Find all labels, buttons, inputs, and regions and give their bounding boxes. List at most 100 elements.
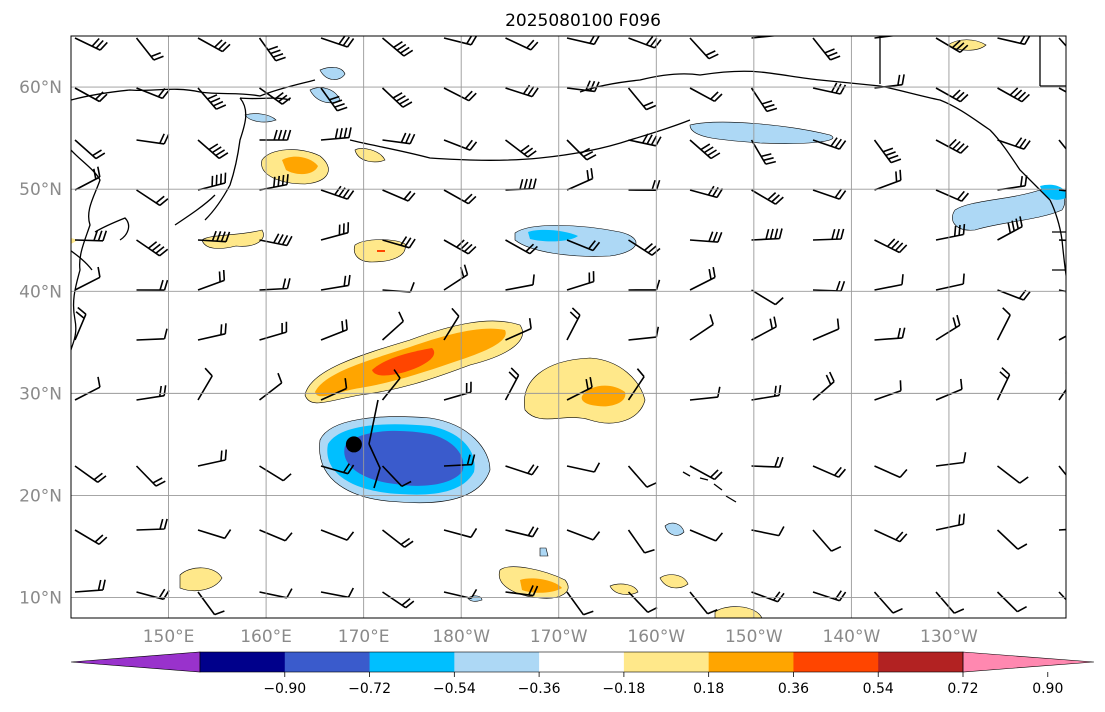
wind-barb xyxy=(197,269,226,291)
wind-barb xyxy=(751,36,780,39)
wind-barb xyxy=(812,228,845,241)
wind-barb xyxy=(997,216,1023,241)
wind-barb xyxy=(443,139,478,151)
wind-barb xyxy=(812,188,847,200)
wind-barb xyxy=(320,274,351,291)
colorbar-tick-label: 0.36 xyxy=(778,681,809,697)
wind-barb xyxy=(566,307,581,341)
latitude-tick-label: 60°N xyxy=(19,78,62,98)
colorbar-tick-label: 0.72 xyxy=(947,681,978,697)
longitude-labels: 150°E 160°E 170°E 180°W 170°W 160°W 150°W 140°W… xyxy=(143,627,978,647)
wind-barb xyxy=(443,189,477,205)
wind-barb xyxy=(812,37,841,61)
wind-barb xyxy=(874,169,902,191)
wind-barb xyxy=(812,590,847,602)
wind-barbs xyxy=(74,36,1066,616)
positive-blob-bering xyxy=(354,148,386,163)
wind-barb xyxy=(873,591,903,614)
colorbar-segment xyxy=(454,652,540,672)
wind-barb xyxy=(751,316,777,341)
wind-barb xyxy=(935,37,969,53)
wind-barb xyxy=(566,529,601,541)
wind-barb xyxy=(259,321,288,341)
wind-barb xyxy=(689,185,724,199)
colorbar-segment xyxy=(623,652,710,672)
wind-barb xyxy=(627,529,655,554)
wind-barb xyxy=(1058,87,1066,93)
positive-blob-45n-east-dot xyxy=(377,250,385,252)
wind-barb xyxy=(751,289,784,306)
wind-barb xyxy=(320,319,348,341)
wind-barb xyxy=(935,314,961,341)
wind-barb xyxy=(1058,189,1066,192)
wind-barb xyxy=(443,454,476,467)
wind-barb xyxy=(1058,465,1066,477)
wind-barb xyxy=(74,465,107,483)
wind-barb xyxy=(320,127,352,141)
wind-barb xyxy=(197,591,225,616)
wind-barb xyxy=(689,87,723,103)
colorbar-tick-label: 0.54 xyxy=(863,681,894,697)
wind-barb xyxy=(382,591,415,609)
wind-barb xyxy=(74,37,108,51)
wind-barb xyxy=(812,280,846,292)
colorbar-segment xyxy=(793,652,879,672)
colorbar-tick-label: 0.18 xyxy=(693,681,724,697)
wind-barb xyxy=(259,129,292,141)
positive-blob-south-5 xyxy=(714,606,763,618)
wind-barb xyxy=(320,185,355,200)
longitude-tick-label: 130°W xyxy=(920,627,978,647)
wind-barb xyxy=(74,306,87,341)
latitude-tick-label: 40°N xyxy=(19,282,62,302)
wind-barb xyxy=(74,166,101,191)
colorbar-segment xyxy=(369,652,455,672)
map-panel xyxy=(70,35,1067,619)
coastlines xyxy=(71,36,1066,503)
wind-barb xyxy=(689,529,724,542)
wind-barb xyxy=(443,307,460,341)
latitude-tick-label: 10°N xyxy=(19,589,62,609)
wind-barb xyxy=(689,591,718,615)
wind-barb xyxy=(628,279,661,291)
wind-barb xyxy=(381,465,412,488)
wind-barb xyxy=(997,175,1028,191)
wind-barb xyxy=(74,87,108,103)
coastline-hawaii xyxy=(682,471,737,503)
positive-band-inner xyxy=(372,348,435,376)
wind-barb xyxy=(135,37,164,61)
wind-barb xyxy=(812,82,847,95)
wind-barb xyxy=(566,80,600,93)
wind-barb xyxy=(443,239,477,255)
wind-barb xyxy=(689,314,714,341)
wind-barb xyxy=(136,87,170,100)
wind-barb xyxy=(935,224,966,241)
wind-barb xyxy=(1058,591,1066,601)
wind-barb xyxy=(627,465,657,488)
wind-barb xyxy=(74,376,101,401)
wind-barb xyxy=(505,84,539,98)
wind-barb xyxy=(997,137,1031,150)
wind-barb xyxy=(259,87,292,105)
longitude-tick-label: 180°W xyxy=(432,627,490,647)
wind-barb xyxy=(259,372,283,401)
wind-barb xyxy=(136,239,169,257)
latitude-tick-label: 20°N xyxy=(19,486,62,506)
wind-barb xyxy=(320,529,355,541)
negative-blob-kuril-2 xyxy=(309,87,341,103)
wind-barb xyxy=(505,274,535,291)
wind-barb xyxy=(136,328,168,341)
wind-barb xyxy=(1058,289,1066,293)
colorbar-segment xyxy=(878,652,964,672)
wind-barb xyxy=(197,172,227,191)
wind-barb xyxy=(873,139,902,164)
colorbar-tick-label: −0.36 xyxy=(518,681,561,697)
wind-barb xyxy=(812,371,835,401)
wind-barb xyxy=(505,178,537,191)
wind-barb xyxy=(443,588,478,600)
wind-barb xyxy=(935,273,965,291)
wind-barb xyxy=(812,529,842,552)
colorbar-tick-label: −0.90 xyxy=(263,681,306,697)
wind-barb xyxy=(812,137,847,150)
longitude-tick-label: 160°E xyxy=(240,627,292,647)
